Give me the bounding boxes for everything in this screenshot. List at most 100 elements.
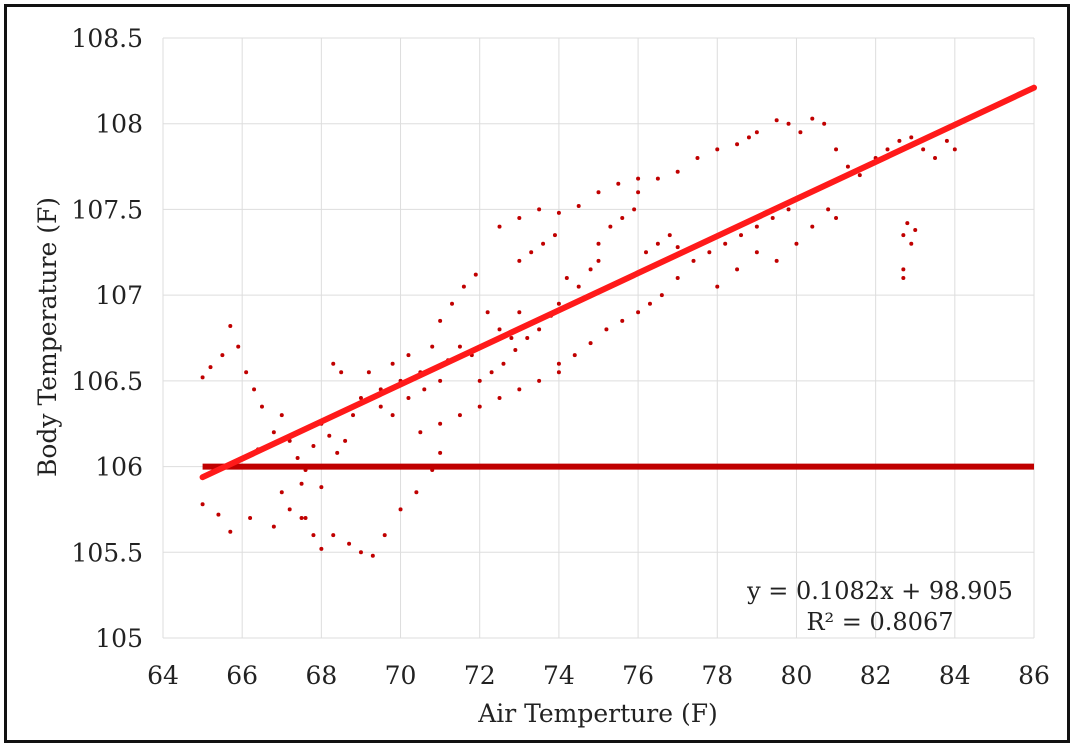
- data-point: [358, 396, 363, 400]
- data-point: [327, 433, 332, 438]
- x-tick-label: 66: [226, 661, 258, 690]
- data-point: [438, 450, 443, 455]
- data-point: [457, 344, 462, 349]
- data-point: [810, 116, 815, 121]
- data-point: [358, 550, 363, 555]
- data-point: [596, 190, 601, 195]
- data-point: [901, 276, 906, 280]
- data-point: [378, 404, 383, 409]
- data-point: [335, 450, 340, 455]
- data-point: [905, 221, 910, 226]
- data-point: [406, 353, 411, 358]
- data-point: [735, 142, 740, 147]
- data-point: [857, 173, 862, 178]
- y-tick-label: 106: [95, 453, 143, 482]
- data-point: [248, 516, 253, 520]
- data-point: [576, 284, 581, 289]
- gridlines: [162, 37, 1035, 639]
- data-point: [473, 272, 478, 277]
- data-point: [259, 404, 264, 409]
- data-point: [596, 258, 601, 263]
- data-point: [398, 507, 403, 512]
- y-tick-label: 105.5: [71, 538, 143, 567]
- data-point: [390, 361, 395, 366]
- data-point: [509, 336, 514, 340]
- data-points: [200, 116, 957, 558]
- data-point: [537, 378, 542, 383]
- data-point: [588, 267, 593, 272]
- data-point: [754, 250, 759, 255]
- data-point: [351, 413, 356, 418]
- data-point: [707, 250, 712, 255]
- y-tick-label: 108: [95, 110, 143, 139]
- data-point: [909, 135, 914, 140]
- data-point: [430, 344, 435, 349]
- data-point: [200, 375, 205, 380]
- data-point: [414, 490, 419, 495]
- data-point: [834, 147, 839, 152]
- data-point: [299, 516, 304, 520]
- data-point: [845, 164, 850, 169]
- data-point: [489, 370, 494, 375]
- data-point: [537, 207, 542, 212]
- data-point: [220, 353, 225, 358]
- data-point: [461, 284, 466, 289]
- data-point: [885, 147, 890, 152]
- x-tick-label: 84: [939, 661, 971, 690]
- data-point: [921, 147, 926, 152]
- data-point: [517, 216, 522, 220]
- data-point: [252, 387, 257, 392]
- x-tick-label: 68: [305, 661, 337, 690]
- data-point: [576, 204, 581, 208]
- data-point: [933, 156, 938, 160]
- data-point: [616, 181, 621, 186]
- y-axis-label: Body Temperature (F): [33, 197, 62, 477]
- data-point: [834, 216, 839, 220]
- y-tick-labels: 105 105.5 106 106.5 107 107.5 108 108.5: [71, 24, 143, 653]
- data-point: [438, 421, 443, 426]
- data-point: [438, 378, 443, 383]
- data-point: [529, 250, 534, 255]
- data-point: [604, 327, 609, 332]
- chart-frame: [4, 4, 1070, 743]
- data-point: [200, 502, 205, 507]
- data-point: [438, 318, 443, 323]
- data-point: [715, 284, 720, 289]
- x-tick-label: 64: [147, 661, 179, 690]
- data-point: [901, 233, 906, 238]
- data-point: [279, 413, 284, 418]
- data-point: [608, 224, 613, 229]
- data-point: [774, 118, 779, 123]
- x-tick-label: 78: [701, 661, 733, 690]
- data-point: [390, 413, 395, 418]
- data-point: [636, 310, 641, 315]
- data-point: [552, 233, 557, 238]
- data-point: [216, 512, 221, 517]
- data-point: [735, 267, 740, 272]
- data-point: [279, 490, 284, 495]
- data-point: [517, 387, 522, 392]
- data-point: [556, 210, 561, 215]
- y-tick-label: 108.5: [71, 24, 143, 53]
- data-point: [636, 176, 641, 181]
- data-point: [913, 228, 918, 232]
- data-point: [897, 138, 902, 143]
- data-point: [477, 404, 482, 409]
- x-tick-label: 76: [622, 661, 654, 690]
- data-point: [901, 267, 906, 272]
- data-point: [366, 370, 371, 375]
- y-tick-label: 106.5: [71, 367, 143, 396]
- data-point: [457, 413, 462, 418]
- data-point: [754, 224, 759, 229]
- data-point: [794, 241, 799, 246]
- data-point: [497, 396, 502, 400]
- data-point: [525, 336, 530, 340]
- data-point: [723, 241, 728, 246]
- data-point: [370, 553, 375, 558]
- data-point: [644, 250, 649, 255]
- data-point: [541, 241, 546, 246]
- data-point: [295, 456, 300, 460]
- data-point: [810, 224, 815, 229]
- data-point: [477, 378, 482, 383]
